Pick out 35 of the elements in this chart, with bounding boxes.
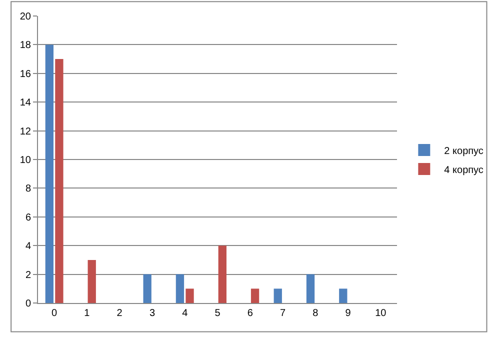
y-tick-label: 10 [20,155,32,166]
y-tick-label: 12 [20,126,32,138]
bar [306,274,315,303]
bar [339,288,348,303]
bar [88,260,96,303]
y-tick-label: 8 [25,184,32,195]
legend-label: 2 корпус [444,146,484,157]
legend-label: 4 корпус [444,164,484,176]
x-tick-label: 3 [149,308,156,319]
x-tick-label: 8 [312,308,319,319]
y-tick-label: 20 [20,12,32,22]
bar [250,288,260,303]
x-tick-label: 9 [345,308,352,319]
y-tick-label: 6 [25,212,32,224]
x-tick-label: 7 [280,308,286,319]
y-tick-label: 16 [20,68,32,80]
x-tick-label: 5 [214,308,221,319]
y-tick-label: 14 [20,98,32,109]
bar [274,288,282,303]
bar [186,288,194,303]
x-tick-label: 10 [375,308,387,319]
bar [143,274,152,303]
x-tick-label: 1 [84,308,90,319]
y-tick-label: 0 [25,298,32,310]
x-tick-label: 2 [116,308,123,319]
y-tick-label: 18 [20,40,32,52]
x-tick-label: 0 [52,308,58,319]
x-tick-label: 4 [182,308,188,319]
x-tick-label: 6 [247,308,254,319]
bar [55,59,64,303]
bar [218,246,226,303]
y-tick-label: 2 [25,270,32,281]
bar [176,274,184,303]
y-tick-label: 4 [25,241,32,252]
bar [45,44,54,303]
